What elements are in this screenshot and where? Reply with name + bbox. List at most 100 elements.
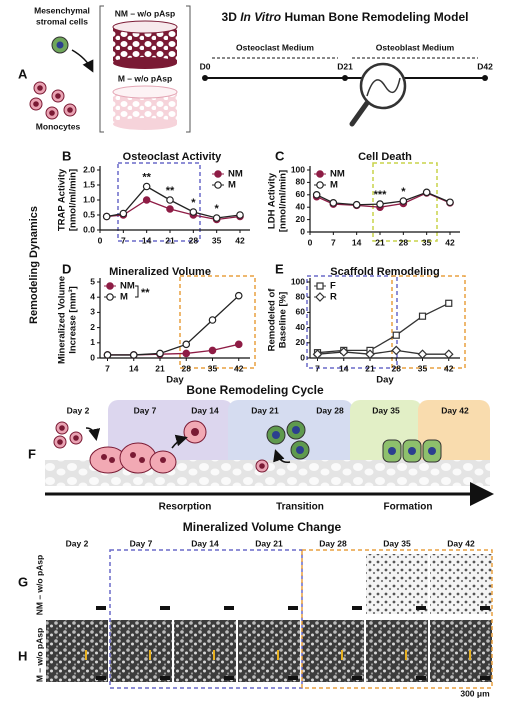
day-label: D42 (477, 61, 493, 71)
cycle-day: Day 42 (441, 405, 469, 415)
y-axis-label: TRAP Activity (57, 168, 68, 231)
highlight-box (391, 275, 466, 369)
x-tick-label: 28 (392, 363, 402, 373)
title-part: In Vitro (240, 10, 281, 24)
legend-marker (214, 170, 222, 178)
x-tick-label: 14 (352, 237, 362, 247)
y-tick-label: 60 (296, 189, 306, 199)
chart-title: Scaffold Remodeling (330, 266, 439, 278)
data-point (376, 200, 384, 208)
highlight-box (109, 549, 303, 689)
y-tick-label: 100 (291, 164, 305, 174)
x-tick-label: 0 (308, 237, 313, 247)
data-point (338, 347, 349, 357)
data-point (129, 351, 138, 359)
x-tick-label: 7 (315, 363, 320, 373)
data-point (212, 214, 221, 222)
image-day: Day 42 (447, 538, 475, 548)
x-tick-label: 7 (105, 363, 110, 373)
annotation: * (215, 203, 220, 215)
data-point (119, 209, 128, 218)
legend-marker (214, 181, 222, 189)
y-axis-label: Baseline [%] (278, 292, 289, 349)
y-axis-label: [nmol/ml/min] (68, 169, 79, 231)
image-m (302, 620, 364, 682)
legend-marker (106, 293, 114, 301)
y-tick-label: 0 (300, 226, 305, 236)
cycle-day: Day 21 (251, 405, 279, 415)
panel-label: B (62, 148, 71, 163)
medium-label: Osteoclast Medium (236, 42, 314, 52)
annotation: ** (142, 171, 151, 183)
annotation: ** (141, 287, 150, 299)
x-tick-label: 42 (444, 363, 454, 373)
cycle-day: Day 28 (316, 405, 344, 415)
legend-label: NM (330, 169, 345, 180)
data-point (422, 188, 431, 197)
cells (53, 420, 442, 474)
legend-label: M (330, 180, 338, 191)
scale-bar (480, 676, 490, 680)
model-title: 3D In Vitro Human Bone Remodeling Model (222, 10, 469, 24)
x-tick-label: 35 (418, 363, 428, 373)
image-m (238, 620, 300, 682)
data-point (166, 205, 174, 213)
legend-label: NM (228, 169, 243, 180)
image-nm (238, 554, 300, 614)
image-grid: Day 2 Day 7 Day 14 Day 21 Day 28 Day 35 Day 42 (46, 538, 492, 682)
data-point (182, 349, 191, 358)
legend-label: M (120, 292, 128, 303)
image-m (110, 620, 172, 682)
legend-marker (316, 181, 324, 189)
y-tick-label: 5 (90, 276, 95, 286)
x-tick-label: 28 (189, 235, 199, 245)
legend-label: F (330, 281, 336, 292)
x-tick-label: 7 (331, 237, 336, 247)
data-point (392, 331, 400, 339)
nucleus (56, 41, 64, 49)
x-tick-label: 28 (399, 237, 409, 247)
panel-label: F (28, 446, 36, 461)
data-point (189, 208, 198, 216)
data-point (418, 312, 427, 320)
data-point (234, 291, 243, 300)
cycle-day: Day 2 (67, 405, 90, 415)
panel-label: A (18, 66, 28, 81)
legend-label: NM (120, 281, 135, 292)
y-tick-label: 0.5 (83, 209, 95, 219)
y-tick-label: 20 (296, 337, 306, 347)
volume-title: Mineralized Volume Change (183, 520, 342, 534)
y-tick-label: 0 (90, 352, 95, 362)
highlight-box (179, 275, 256, 369)
highlight-box (372, 162, 438, 242)
x-tick-label: 21 (365, 363, 375, 373)
data-point (391, 345, 402, 356)
scaffold-top (112, 85, 178, 99)
scale-bar (352, 606, 362, 610)
panel-label: C (275, 148, 285, 163)
x-tick-label: 14 (129, 363, 139, 373)
x-tick-label: 21 (375, 237, 385, 247)
x-tick-label: 35 (208, 363, 218, 373)
scale-bar (224, 676, 234, 680)
panel-label: G (18, 574, 28, 589)
y-tick-label: 80 (296, 177, 306, 187)
data-point (208, 346, 217, 355)
scale-bar (96, 606, 106, 610)
cycle-day: Day 14 (191, 405, 219, 415)
scale-bar (480, 606, 490, 610)
scale-bar-label: 300 μm (460, 688, 490, 698)
data-point (443, 349, 454, 360)
y-tick-label: 1.0 (83, 194, 95, 204)
cell-label: Monocytes (36, 121, 81, 131)
annotation: * (191, 197, 196, 209)
image-day: Day 21 (255, 538, 283, 548)
scale-bar (352, 676, 362, 680)
y-tick-label: 20 (296, 214, 306, 224)
y-axis-label: Increase [mm³] (68, 286, 79, 354)
series-line (107, 343, 239, 356)
image-day: Day 7 (130, 538, 153, 548)
data-point (365, 349, 375, 360)
cycle-day: Day 7 (134, 405, 157, 415)
